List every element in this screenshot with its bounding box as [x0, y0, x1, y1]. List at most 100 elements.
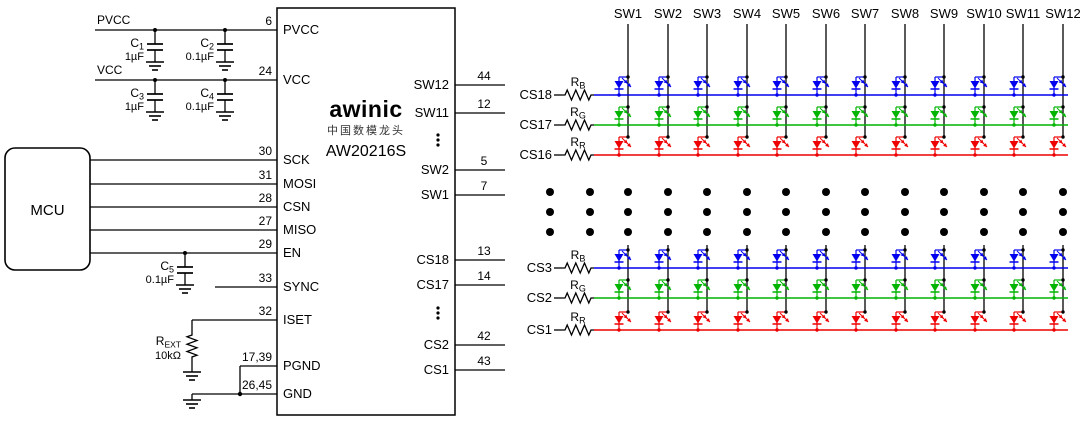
led-light-arrowhead — [706, 113, 710, 117]
junction-dot — [894, 153, 898, 157]
led-light-arrowhead — [1022, 318, 1026, 322]
junction-dot — [775, 328, 779, 332]
led-triangle — [970, 141, 980, 149]
junction-dot — [894, 328, 898, 332]
capacitor-name: C4 — [200, 86, 214, 102]
resistor-symbol — [562, 88, 594, 102]
pin-number: 26,45 — [242, 378, 272, 392]
junction-dot — [1012, 266, 1016, 270]
junction-dot — [784, 310, 788, 314]
led-light-arrowhead — [746, 318, 750, 322]
junction-dot — [1012, 296, 1016, 300]
junction-dot — [617, 153, 621, 157]
junction-dot — [617, 123, 621, 127]
junction-dot — [153, 28, 157, 32]
led-triangle — [891, 316, 901, 324]
continuation-dot — [546, 228, 554, 236]
led-light-arrowhead — [627, 143, 631, 147]
continuation-dot — [980, 228, 988, 236]
junction-dot — [626, 310, 630, 314]
junction-dot — [1012, 93, 1016, 97]
continuation-dot — [586, 208, 594, 216]
led-light-arrowhead — [864, 113, 868, 117]
junction-dot — [666, 310, 670, 314]
pin-name: CS1 — [424, 362, 449, 377]
led-triangle — [654, 81, 664, 89]
led-triangle — [614, 316, 624, 324]
junction-dot — [705, 75, 709, 79]
continuation-dot — [822, 188, 830, 196]
led-triangle — [930, 111, 940, 119]
continuation-dot — [546, 208, 554, 216]
led-light-arrowhead — [667, 113, 671, 117]
led-triangle — [812, 284, 822, 292]
led-light-arrowhead — [904, 318, 908, 322]
junction-dot — [666, 75, 670, 79]
led-triangle — [891, 111, 901, 119]
led-triangle — [812, 81, 822, 89]
continuation-dot — [940, 188, 948, 196]
junction-dot — [1061, 135, 1065, 139]
continuation-dot — [624, 228, 632, 236]
led-triangle — [614, 254, 624, 262]
junction-dot — [903, 75, 907, 79]
pin-name: EN — [283, 245, 301, 260]
led-triangle — [654, 254, 664, 262]
pin-name: MISO — [283, 222, 316, 237]
led-triangle — [654, 284, 664, 292]
junction-dot — [815, 266, 819, 270]
continuation-dot — [1059, 208, 1067, 216]
junction-dot — [1021, 135, 1025, 139]
junction-dot — [894, 296, 898, 300]
junction-dot — [696, 123, 700, 127]
ellipsis-dot — [436, 143, 440, 147]
led-triangle — [614, 284, 624, 292]
led-triangle — [851, 254, 861, 262]
junction-dot — [933, 123, 937, 127]
pin-name: VCC — [283, 72, 310, 87]
junction-dot — [775, 123, 779, 127]
junction-dot — [745, 278, 749, 282]
led-triangle — [812, 316, 822, 324]
chip-part-number: AW20216S — [326, 143, 406, 160]
junction-dot — [942, 248, 946, 252]
led-triangle — [930, 81, 940, 89]
junction-dot — [1061, 248, 1065, 252]
resistor-symbol — [562, 323, 594, 337]
junction-dot — [1052, 153, 1056, 157]
led-triangle — [1049, 284, 1059, 292]
continuation-dot — [980, 188, 988, 196]
junction-dot — [1052, 266, 1056, 270]
led-triangle — [693, 141, 703, 149]
junction-dot — [854, 266, 858, 270]
junction-dot — [1012, 153, 1016, 157]
led-triangle — [891, 254, 901, 262]
led-light-arrowhead — [785, 143, 789, 147]
chip-brand-tagline: 中国数模龙头 — [327, 124, 405, 137]
led-light-arrowhead — [983, 318, 987, 322]
mcu-label: MCU — [30, 202, 64, 219]
pin-name: SW2 — [421, 162, 449, 177]
pvcc-net-label: PVCC — [97, 13, 131, 27]
led-triangle — [733, 81, 743, 89]
pin-number: 33 — [259, 271, 273, 285]
junction-dot — [982, 248, 986, 252]
junction-dot — [815, 296, 819, 300]
junction-dot — [153, 78, 157, 82]
junction-dot — [863, 310, 867, 314]
led-triangle — [970, 81, 980, 89]
led-light-arrowhead — [706, 256, 710, 260]
junction-dot — [863, 75, 867, 79]
led-light-arrowhead — [864, 256, 868, 260]
continuation-dot — [546, 188, 554, 196]
led-triangle — [1009, 81, 1019, 89]
junction-dot — [657, 328, 661, 332]
led-triangle — [970, 254, 980, 262]
pin-name: CSN — [283, 199, 310, 214]
junction-dot — [903, 278, 907, 282]
junction-dot — [666, 105, 670, 109]
junction-dot — [982, 75, 986, 79]
junction-dot — [775, 153, 779, 157]
junction-dot — [854, 153, 858, 157]
